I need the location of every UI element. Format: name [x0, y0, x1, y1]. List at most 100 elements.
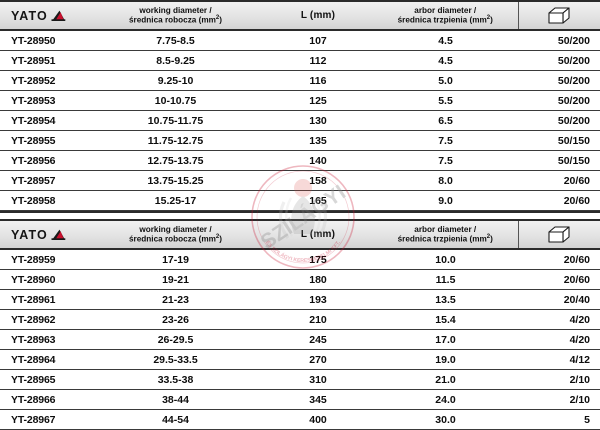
cell-length: 112	[263, 50, 373, 71]
cell-working-diameter: 8.5-9.25	[88, 50, 263, 71]
cell-arbor-diameter: 4.5	[373, 50, 518, 71]
yato-logo: YATO	[11, 228, 66, 242]
cell-working-diameter: 17-19	[88, 249, 263, 270]
cell-code: YT-28962	[0, 309, 88, 330]
cell-packaging: 2/10	[518, 389, 600, 410]
cell-code: YT-28967	[0, 409, 88, 430]
table-separator	[0, 211, 600, 219]
cell-packaging: 50/200	[518, 70, 600, 91]
cell-arbor-diameter: 9.0	[373, 190, 518, 211]
cell-working-diameter: 38-44	[88, 389, 263, 410]
yato-logo-cell: YATO	[0, 219, 88, 250]
cell-packaging: 4/20	[518, 329, 600, 350]
cell-working-diameter: 23-26	[88, 309, 263, 330]
cell-code: YT-28957	[0, 170, 88, 191]
cell-working-diameter: 19-21	[88, 269, 263, 290]
col-header-arbor-diameter: arbor diameter / średnica trzpienia (mm2…	[373, 0, 518, 31]
cell-code: YT-28951	[0, 50, 88, 71]
cell-arbor-diameter: 21.0	[373, 369, 518, 390]
cell-length: 116	[263, 70, 373, 91]
cell-working-diameter: 29.5-33.5	[88, 349, 263, 370]
table-row: YT-28962 23-26 210 15.4 4/20	[0, 309, 600, 330]
box-icon	[548, 225, 570, 243]
yato-logo-cell: YATO	[0, 0, 88, 31]
cell-packaging: 50/150	[518, 150, 600, 171]
cell-code: YT-28959	[0, 249, 88, 270]
table-row: YT-28955 11.75-12.75 135 7.5 50/150	[0, 130, 600, 151]
cell-length: 125	[263, 90, 373, 111]
cell-packaging: 5	[518, 409, 600, 430]
cell-packaging: 20/60	[518, 170, 600, 191]
cell-arbor-diameter: 19.0	[373, 349, 518, 370]
cell-working-diameter: 11.75-12.75	[88, 130, 263, 151]
cell-working-diameter: 13.75-15.25	[88, 170, 263, 191]
table-row: YT-28953 10-10.75 125 5.5 50/200	[0, 90, 600, 111]
table-row: YT-28951 8.5-9.25 112 4.5 50/200	[0, 50, 600, 71]
col-header-length: L (mm)	[263, 0, 373, 31]
cell-working-diameter: 10.75-11.75	[88, 110, 263, 131]
cell-working-diameter: 44-54	[88, 409, 263, 430]
yato-mark-icon	[51, 229, 66, 240]
cell-length: 165	[263, 190, 373, 211]
yato-wordmark: YATO	[11, 8, 48, 23]
spec-table-2-body: YT-28959 17-19 175 10.0 20/60 YT-28960 19-21 1…	[0, 249, 600, 430]
cell-packaging: 50/200	[518, 30, 600, 51]
table-row: YT-28960 19-21 180 11.5 20/60	[0, 269, 600, 290]
spec-table-2: YATO working diameter / średnica robocza…	[0, 219, 600, 430]
cell-code: YT-28966	[0, 389, 88, 410]
cell-arbor-diameter: 5.5	[373, 90, 518, 111]
yato-wordmark: YATO	[11, 227, 48, 242]
table-row: YT-28961 21-23 193 13.5 20/40	[0, 289, 600, 310]
table-row: YT-28963 26-29.5 245 17.0 4/20	[0, 329, 600, 350]
cell-length: 107	[263, 30, 373, 51]
cell-code: YT-28953	[0, 90, 88, 111]
cell-working-diameter: 12.75-13.75	[88, 150, 263, 171]
cell-arbor-diameter: 17.0	[373, 329, 518, 350]
table-row: YT-28967 44-54 400 30.0 5	[0, 409, 600, 430]
cell-length: 135	[263, 130, 373, 151]
cell-code: YT-28955	[0, 130, 88, 151]
col-header-packaging	[517, 0, 600, 31]
cell-length: 210	[263, 309, 373, 330]
cell-code: YT-28960	[0, 269, 88, 290]
cell-code: YT-28965	[0, 369, 88, 390]
yato-logo: YATO	[11, 9, 66, 23]
cell-code: YT-28950	[0, 30, 88, 51]
table-row: YT-28964 29.5-33.5 270 19.0 4/12	[0, 349, 600, 370]
spec-table-1-body: YT-28950 7.75-8.5 107 4.5 50/200 YT-28951 8.5…	[0, 30, 600, 211]
cell-arbor-diameter: 8.0	[373, 170, 518, 191]
table-row: YT-28950 7.75-8.5 107 4.5 50/200	[0, 30, 600, 51]
cell-packaging: 20/60	[518, 269, 600, 290]
cell-working-diameter: 9.25-10	[88, 70, 263, 91]
cell-arbor-diameter: 4.5	[373, 30, 518, 51]
cell-code: YT-28961	[0, 289, 88, 310]
cell-packaging: 20/60	[518, 190, 600, 211]
cell-arbor-diameter: 7.5	[373, 150, 518, 171]
cell-code: YT-28958	[0, 190, 88, 211]
cell-code: YT-28963	[0, 329, 88, 350]
cell-arbor-diameter: 24.0	[373, 389, 518, 410]
table-row: YT-28965 33.5-38 310 21.0 2/10	[0, 369, 600, 390]
cell-arbor-diameter: 6.5	[373, 110, 518, 131]
yato-mark-icon	[51, 10, 66, 21]
cell-length: 158	[263, 170, 373, 191]
cell-length: 310	[263, 369, 373, 390]
cell-working-diameter: 15.25-17	[88, 190, 263, 211]
cell-packaging: 50/200	[518, 50, 600, 71]
cell-length: 345	[263, 389, 373, 410]
cell-packaging: 50/200	[518, 90, 600, 111]
table-row: YT-28954 10.75-11.75 130 6.5 50/200	[0, 110, 600, 131]
cell-length: 180	[263, 269, 373, 290]
cell-working-diameter: 7.75-8.5	[88, 30, 263, 51]
cell-arbor-diameter: 11.5	[373, 269, 518, 290]
table-row: YT-28958 15.25-17 165 9.0 20/60	[0, 190, 600, 211]
col-header-working-diameter: working diameter / średnica robocza (mm2…	[88, 0, 263, 31]
cell-packaging: 20/60	[518, 249, 600, 270]
table-row: YT-28956 12.75-13.75 140 7.5 50/150	[0, 150, 600, 171]
cell-working-diameter: 21-23	[88, 289, 263, 310]
cell-arbor-diameter: 10.0	[373, 249, 518, 270]
cell-arbor-diameter: 5.0	[373, 70, 518, 91]
col-header-packaging	[517, 219, 600, 250]
cell-length: 175	[263, 249, 373, 270]
cell-length: 140	[263, 150, 373, 171]
